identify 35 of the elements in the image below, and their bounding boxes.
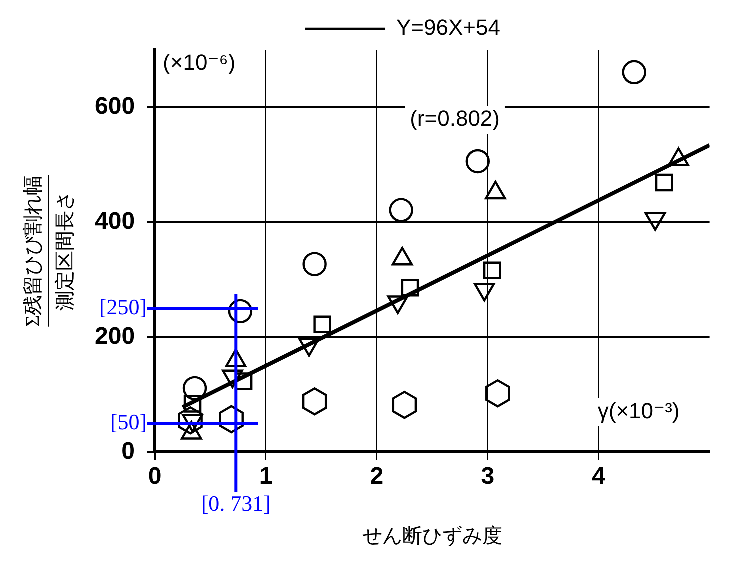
point [655,174,674,192]
point [392,390,418,420]
y-tick-label: 600 [94,93,136,120]
ref-line-label: [250] [99,294,148,320]
y-axis-title: Σ残留ひび割れ幅 [22,175,44,327]
point [483,262,502,280]
x-tick-label: 4 [592,463,606,490]
x-axis-title: せん断ひずみ度 [362,525,502,548]
point [302,388,328,416]
x-tick-label: 1 [259,463,273,490]
annotation: γ(×10⁻³) [598,398,680,424]
point [389,198,414,222]
point [622,60,646,85]
ref-line-label: [0. 731] [201,490,271,516]
legend-label: Y=96X+54 [396,15,500,40]
point [314,316,332,334]
point [401,278,420,297]
point [184,395,202,413]
ref-line-label: [50] [110,409,148,434]
x-tick-label: 2 [370,463,384,490]
y-tick-label: 400 [94,208,136,235]
point [486,379,510,408]
point [228,299,253,324]
annotation: (×10⁻⁶) [163,50,236,76]
point [302,252,327,276]
point [466,149,490,174]
y-tick-label: 200 [94,322,136,350]
point [178,406,203,435]
annotation: (r=0.802) [410,106,500,132]
x-tick-label: 3 [481,463,495,490]
text: 測定区間長さ [54,191,76,312]
x-tick-label: 0 [148,463,162,490]
point [182,376,208,401]
y-tick-label: 0 [122,438,136,465]
point [219,405,244,434]
